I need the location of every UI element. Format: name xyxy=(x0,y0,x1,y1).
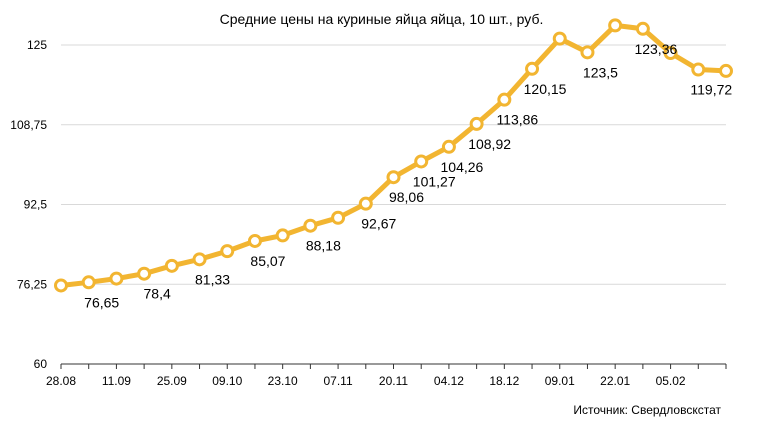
data-label: 81,33 xyxy=(195,271,230,287)
data-point xyxy=(608,18,623,33)
data-point xyxy=(331,210,346,225)
y-tick-label: 92,5 xyxy=(24,198,48,212)
data-point xyxy=(663,46,678,61)
data-label: 101,27 xyxy=(413,173,456,189)
y-tick-label: 76,25 xyxy=(17,277,47,291)
data-label: 104,26 xyxy=(441,159,484,175)
data-label: 119,72 xyxy=(690,82,732,98)
x-tick-label: 28.08 xyxy=(46,374,76,388)
data-point xyxy=(137,266,152,281)
data-point xyxy=(81,275,96,290)
x-tick-label: 04.12 xyxy=(434,374,464,388)
x-tick-label: 11.09 xyxy=(102,374,131,388)
x-tick-label: 25.09 xyxy=(157,374,187,388)
data-label: 76,65 xyxy=(84,294,119,310)
data-point xyxy=(358,196,373,211)
y-tick-label: 60 xyxy=(34,357,48,371)
x-tick-label: 05.02 xyxy=(656,374,686,388)
data-point xyxy=(303,218,318,233)
source-note: Источник: Свердловскстат xyxy=(573,403,721,417)
data-label: 123,36 xyxy=(634,41,677,57)
x-tick-label: 09.10 xyxy=(212,374,242,388)
data-point xyxy=(525,61,540,76)
data-label: 78,4 xyxy=(144,286,171,302)
y-tick-label: 125 xyxy=(27,38,47,52)
data-point xyxy=(275,228,290,243)
y-tick-label: 108,75 xyxy=(10,118,47,132)
x-tick-label: 22.01 xyxy=(600,374,630,388)
data-label: 92,67 xyxy=(361,216,396,232)
data-point xyxy=(109,271,124,286)
data-point xyxy=(691,62,706,77)
data-point xyxy=(164,258,179,273)
series-line xyxy=(58,22,729,288)
data-label: 108,92 xyxy=(468,136,511,152)
x-tick-label: 09.01 xyxy=(545,374,575,388)
data-point xyxy=(247,233,262,248)
x-tick-label: 07.11 xyxy=(324,374,353,388)
data-point xyxy=(719,63,733,78)
data-label: 123,5 xyxy=(583,64,618,80)
data-point xyxy=(414,154,429,169)
data-label: 113,86 xyxy=(496,112,538,128)
data-point xyxy=(220,244,235,259)
x-tick-label: 20.11 xyxy=(379,374,408,388)
data-point xyxy=(635,21,650,36)
data-point xyxy=(552,31,567,46)
data-label: 98,06 xyxy=(389,189,424,205)
data-point xyxy=(580,45,595,60)
data-point xyxy=(441,139,456,154)
data-point xyxy=(469,116,484,131)
data-point xyxy=(497,92,512,107)
chart-title: Средние цены на куриные яйца яйца, 10 шт… xyxy=(219,11,544,27)
x-tick-label: 23.10 xyxy=(268,374,298,388)
data-point xyxy=(54,278,68,293)
data-label: 120,15 xyxy=(524,81,567,97)
data-label: 85,07 xyxy=(250,253,285,269)
x-tick-label: 18.12 xyxy=(489,374,519,388)
data-point xyxy=(192,252,207,267)
data-label: 88,18 xyxy=(306,238,341,254)
data-point xyxy=(386,170,401,185)
